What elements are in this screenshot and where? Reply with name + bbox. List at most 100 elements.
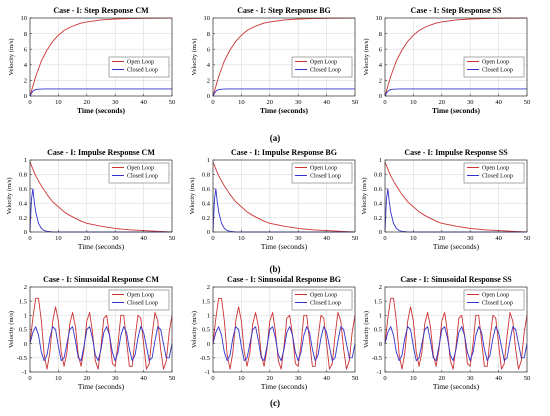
y-tick-label: 10 [21,15,28,22]
x-tick-label: 0 [383,99,386,106]
chart-title: Case - I: Impulse Response CM [47,148,155,157]
x-tick-label: 40 [140,99,147,106]
chart-impulse-bg: 0 10 20 30 40 50 0 0.2 0.4 0.6 0.8 1 Case - I: Impul… [189,148,358,251]
legend-label: Closed Loop [127,68,158,74]
y-tick-label: 0 [24,341,27,348]
y-tick-label: 0.6 [19,186,28,193]
y-tick-label: 0.6 [202,186,211,193]
y-tick-label: 4 [379,62,383,69]
y-tick-label: 6 [207,46,211,53]
y-tick-label: 0 [24,93,27,100]
x-tick-label: 20 [439,99,446,106]
x-tick-label: 20 [84,235,91,242]
y-tick-label: 0.2 [374,215,382,222]
y-tick-label: 0.5 [202,327,210,334]
series-line-open-loop [212,297,356,370]
x-tick-label: 10 [238,235,245,242]
legend-label: Closed Loop [310,174,341,180]
chart-title: Case - I: Impulse Response SS [404,148,508,157]
chart-title: Case - I: Step Response SS [411,6,502,15]
legend-label: Open Loop [127,293,154,299]
x-tick-label: 10 [55,99,62,106]
y-tick-label: 1 [207,157,210,164]
y-tick-label: 1 [207,313,210,320]
x-tick-label: 10 [410,235,417,242]
x-tick-label: 50 [524,235,531,242]
legend: Open Loop Closed Loop [463,289,525,311]
y-tick-label: 8 [24,31,27,38]
legend: Open Loop Closed Loop [291,56,353,78]
series-line-closed-loop [212,326,356,362]
y-tick-label: 0.6 [374,186,383,193]
legend-label: Open Loop [127,60,154,66]
series-line-closed-loop [212,188,355,233]
y-tick-label: 0.5 [19,327,27,334]
series-line-open-loop [29,161,173,233]
y-axis-label: Velocity (m/s) [8,38,15,75]
x-tick-label: 0 [211,99,214,106]
y-axis-label: Velocity (m/s) [363,311,370,348]
y-tick-label: 0 [207,93,210,100]
y-tick-label: -0.5 [372,355,382,362]
y-tick-label: 1 [379,157,382,164]
y-tick-label: 0.2 [202,215,210,222]
plot-frame [29,159,173,233]
x-tick-label: 10 [238,375,245,382]
panel-label-a: (a) [269,133,281,143]
chart-title: Case - I: Sinusoidal Response SS [400,275,512,284]
y-tick-label: 6 [379,46,383,53]
panel-label-b: (b) [269,264,281,274]
y-tick-label: 0.8 [202,172,210,179]
y-tick-label: 6 [24,46,28,53]
legend-label: Closed Loop [482,174,513,180]
y-tick-label: 4 [207,62,211,69]
x-axis-label: Time (seconds) [432,106,480,115]
plot-frame [29,17,173,97]
y-tick-label: 2 [207,284,210,291]
x-tick-label: 30 [112,375,119,382]
x-tick-label: 40 [323,375,330,382]
legend: Open Loop Closed Loop [108,289,170,311]
x-tick-label: 10 [410,99,417,106]
panel-label-c: (c) [270,398,280,408]
x-axis-label: Time (seconds) [77,106,125,115]
x-tick-label: 50 [352,99,359,106]
series-line-open-loop [212,161,356,233]
x-tick-label: 50 [169,99,176,106]
series-line-open-loop [384,17,528,97]
chart-title: Case - I: Sinusoidal Response BG [227,275,341,284]
y-tick-label: 1 [24,313,27,320]
chart-title: Case - I: Step Response BG [237,6,331,15]
y-axis-label: Velocity (m/s) [189,177,196,214]
legend-label: Open Loop [482,166,509,172]
x-tick-label: 10 [55,235,62,242]
x-tick-label: 40 [140,375,147,382]
y-tick-label: 4 [24,62,28,69]
x-tick-label: 30 [295,375,302,382]
y-axis-label: Velocity (m/s) [6,177,13,214]
x-tick-label: 20 [267,99,274,106]
x-tick-label: 20 [267,375,274,382]
y-tick-label: -1 [205,369,210,376]
x-tick-label: 30 [112,99,119,106]
y-tick-label: 0.5 [374,327,382,334]
x-tick-label: 10 [238,99,245,106]
x-axis-label: Time (seconds) [78,382,125,391]
series-line-closed-loop [29,88,172,97]
series-line-closed-loop [384,188,527,233]
legend-label: Closed Loop [310,68,341,74]
series-line-closed-loop [384,88,527,97]
y-axis-label: Velocity (m/s) [8,311,15,348]
x-axis-label: Time (seconds) [433,382,480,391]
x-tick-label: 0 [28,235,31,242]
x-tick-label: 0 [28,375,31,382]
y-tick-label: 0 [207,229,210,236]
y-tick-label: 0 [379,93,382,100]
legend: Open Loop Closed Loop [108,162,170,184]
legend-label: Closed Loop [310,301,341,307]
x-tick-label: 30 [467,235,474,242]
chart-step-ss: 0 10 20 30 40 50 0 2 4 6 8 10 Case - I: Step Respons… [363,6,530,115]
x-tick-label: 50 [524,375,531,382]
y-tick-label: 1.5 [19,298,27,305]
